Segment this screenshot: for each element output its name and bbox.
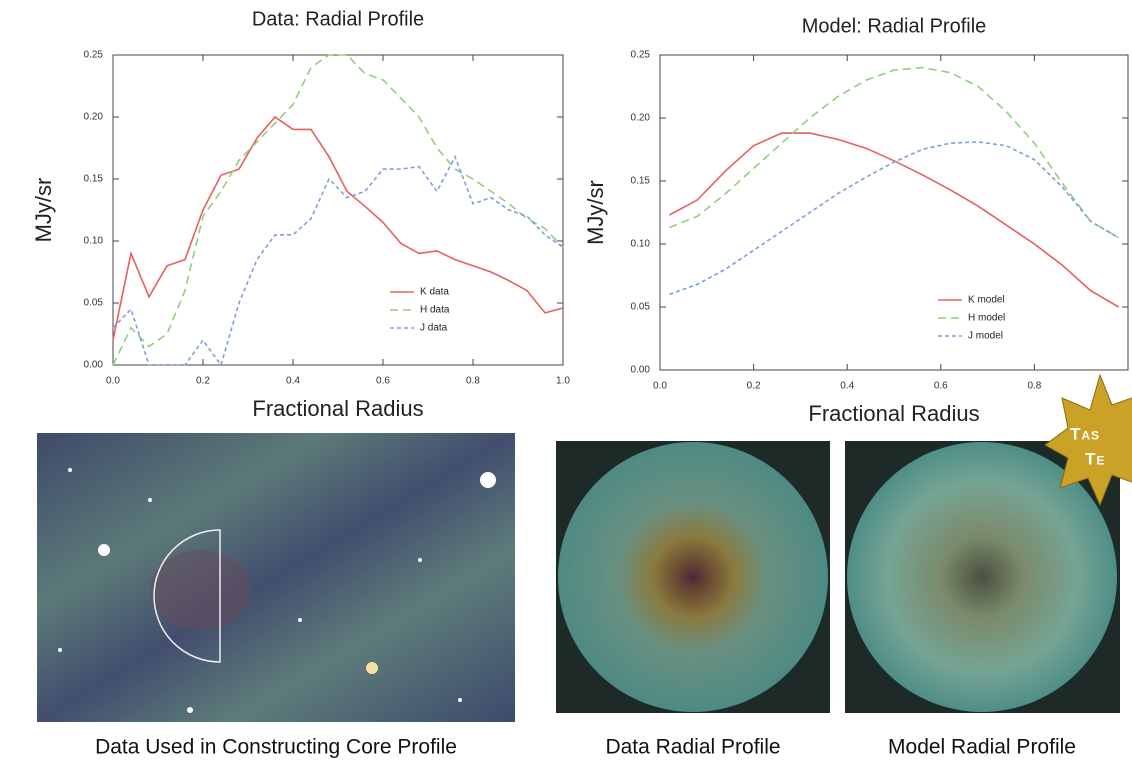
- badge-text: Tas: [1070, 424, 1100, 443]
- series-line: [112, 154, 564, 367]
- plot-frame: [112, 54, 564, 366]
- series-line: [669, 66, 1120, 239]
- y-tick-label: 0.00: [84, 360, 104, 371]
- y-tick-label: 0.15: [84, 174, 104, 185]
- x-tick-label: 0.2: [196, 376, 210, 387]
- y-tick-label: 0.05: [84, 298, 104, 309]
- x-tick-label: 0.4: [840, 381, 854, 392]
- x-tick-label: 0.0: [653, 381, 667, 392]
- legend-label: H model: [968, 313, 1005, 324]
- y-tick-label: 0.10: [84, 236, 104, 247]
- y-tick-label: 0.20: [84, 112, 104, 123]
- y-tick-label: 0.00: [631, 365, 651, 376]
- plot-frame: [659, 54, 1129, 371]
- badge: Tas Te: [1044, 373, 1132, 507]
- chart-title: Data: Radial Profile: [252, 8, 424, 30]
- data-profile-disc: [558, 442, 828, 712]
- chart-title: Model: Radial Profile: [802, 15, 987, 37]
- model-profile-disc: [847, 442, 1117, 712]
- sky-image: [37, 433, 515, 722]
- series-line: [112, 54, 564, 366]
- series-line: [112, 115, 564, 341]
- y-tick-label: 0.15: [631, 176, 651, 187]
- x-tick-label: 0.2: [747, 381, 761, 392]
- legend-label: J data: [420, 323, 448, 334]
- legend-label: J model: [968, 331, 1003, 342]
- legend-label: K model: [968, 295, 1005, 306]
- y-tick-label: 0.10: [631, 239, 651, 250]
- x-tick-label: 0.6: [934, 381, 948, 392]
- x-tick-label: 0.4: [286, 376, 300, 387]
- y-axis-label: MJy/sr: [583, 180, 608, 245]
- caption: Data Radial Profile: [605, 736, 780, 759]
- y-tick-label: 0.25: [631, 50, 651, 61]
- badge-text: Te: [1085, 449, 1105, 468]
- legend-label: H data: [420, 305, 450, 316]
- y-axis-label: MJy/sr: [31, 178, 56, 243]
- x-tick-label: 1.0: [556, 376, 570, 387]
- y-tick-label: 0.25: [84, 50, 104, 61]
- x-tick-label: 0.8: [466, 376, 480, 387]
- charts: Data: Radial Profile Fractional Radius MJy…: [31, 8, 1129, 426]
- x-tick-label: 0.8: [1027, 381, 1041, 392]
- x-tick-label: 0.0: [106, 376, 120, 387]
- y-tick-label: 0.05: [631, 302, 651, 313]
- caption: Data Used in Constructing Core Profile: [95, 736, 457, 759]
- legend-label: K data: [420, 287, 449, 298]
- caption: Model Radial Profile: [888, 736, 1076, 759]
- series-line: [669, 132, 1120, 308]
- x-axis-label: Fractional Radius: [252, 396, 423, 421]
- x-axis-label: Fractional Radius: [808, 401, 979, 426]
- series-line: [669, 141, 1120, 296]
- y-tick-label: 0.20: [631, 113, 651, 124]
- x-tick-label: 0.6: [376, 376, 390, 387]
